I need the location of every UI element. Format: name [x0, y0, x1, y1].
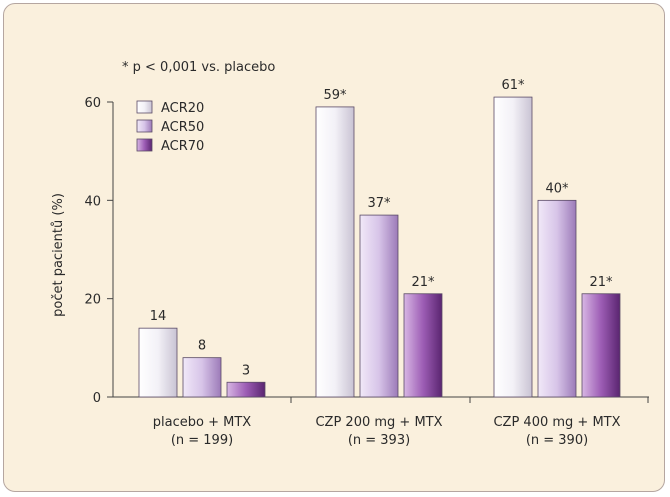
- category-sample-size: (n = 199): [171, 433, 233, 448]
- data-label-acr70-1: 21*: [411, 275, 435, 290]
- bar-acr70-0: [226, 381, 266, 398]
- y-tick-label: 0: [93, 391, 101, 406]
- significance-note: * p < 0,001 vs. placebo: [122, 60, 275, 75]
- data-label-acr20-0: 14: [150, 309, 167, 324]
- category-sample-size: (n = 393): [348, 433, 410, 448]
- bar-acr20-1: [315, 106, 355, 398]
- bar-acr70-1: [403, 293, 443, 398]
- legend-swatch-acr20: [136, 100, 153, 114]
- bar-acr50-2: [537, 199, 577, 398]
- data-label-acr50-2: 40*: [545, 181, 569, 196]
- y-tick-label: 20: [84, 293, 101, 308]
- bar-acr50-0: [182, 357, 222, 398]
- legend-swatch-acr50: [136, 119, 153, 133]
- legend-label-acr50: ACR50: [161, 120, 204, 135]
- data-label-acr70-0: 3: [242, 363, 250, 378]
- y-axis-label: počet pacientů (%): [51, 193, 66, 317]
- y-tick-label: 60: [84, 96, 101, 111]
- data-label-acr70-2: 21*: [589, 275, 613, 290]
- y-tick-label: 40: [84, 194, 101, 209]
- bar-acr20-2: [493, 96, 533, 398]
- data-label-acr50-0: 8: [198, 339, 206, 354]
- legend-label-acr20: ACR20: [161, 101, 204, 116]
- bar-chart: * p < 0,001 vs. placebo počet pacientů (…: [51, 60, 649, 448]
- legend-label-acr70: ACR70: [161, 139, 204, 154]
- chart-frame: * p < 0,001 vs. placebo počet pacientů (…: [3, 3, 665, 492]
- bar-acr20-0: [138, 327, 178, 398]
- category-label: CZP 400 mg + MTX: [493, 415, 620, 430]
- legend-swatch-acr70: [136, 138, 153, 152]
- category-sample-size: (n = 390): [526, 433, 588, 448]
- data-label-acr20-2: 61*: [501, 78, 525, 93]
- bar-acr50-1: [359, 214, 399, 398]
- bar-acr70-2: [581, 293, 621, 398]
- data-label-acr20-1: 59*: [323, 88, 347, 103]
- category-label: placebo + MTX: [153, 415, 251, 430]
- data-label-acr50-1: 37*: [367, 196, 391, 211]
- category-label: CZP 200 mg + MTX: [315, 415, 442, 430]
